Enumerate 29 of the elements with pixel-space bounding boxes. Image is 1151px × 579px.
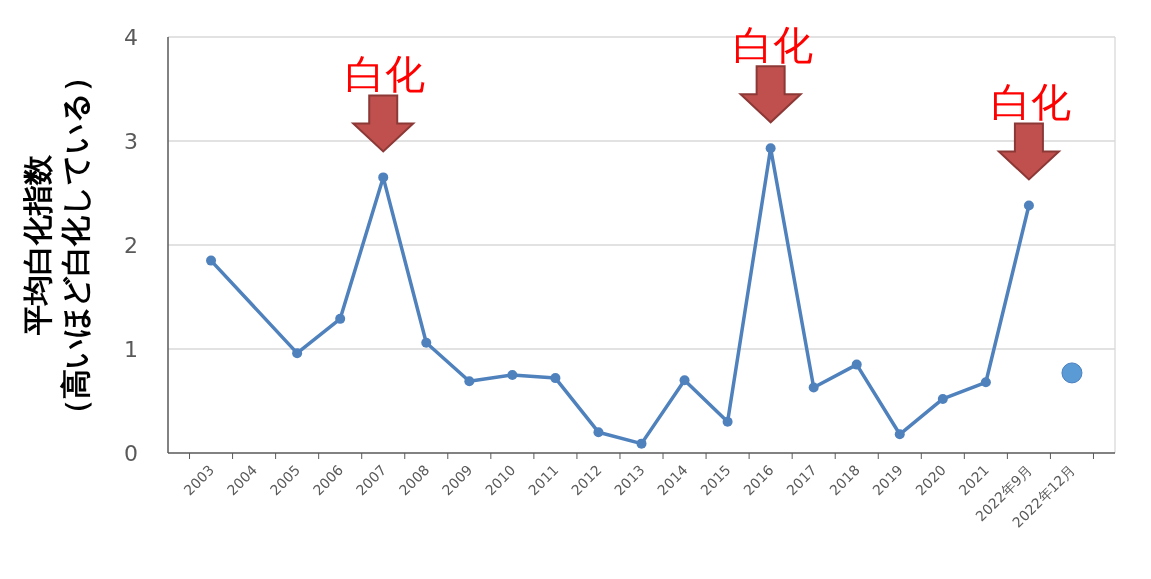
point: [722, 416, 733, 427]
point: [765, 143, 776, 154]
y-tick-label: 1: [124, 337, 138, 362]
point: [550, 373, 561, 384]
point: [1061, 362, 1083, 384]
point: [378, 172, 389, 183]
point: [980, 377, 991, 388]
point: [679, 375, 690, 386]
point: [636, 438, 647, 449]
y-tick-label: 4: [124, 25, 138, 50]
point: [464, 376, 475, 387]
annotation: 白化: [732, 22, 813, 69]
y-tick-label: 0: [124, 441, 138, 466]
point: [851, 359, 862, 370]
point: [1023, 200, 1034, 211]
point: [421, 337, 432, 348]
point: [292, 348, 303, 359]
point: [808, 382, 819, 393]
y-axis-title: 平均白化指数（高いほど白化している）: [20, 61, 93, 429]
point: [593, 427, 604, 438]
y-tick-label: 2: [124, 233, 138, 258]
y-tick-label: 3: [124, 129, 138, 154]
point: [507, 370, 518, 380]
annotation: 白化: [345, 51, 426, 98]
point: [937, 393, 948, 404]
point: [335, 313, 346, 324]
point: [206, 255, 217, 266]
point: [894, 429, 905, 440]
annotation: 白化: [990, 79, 1071, 126]
